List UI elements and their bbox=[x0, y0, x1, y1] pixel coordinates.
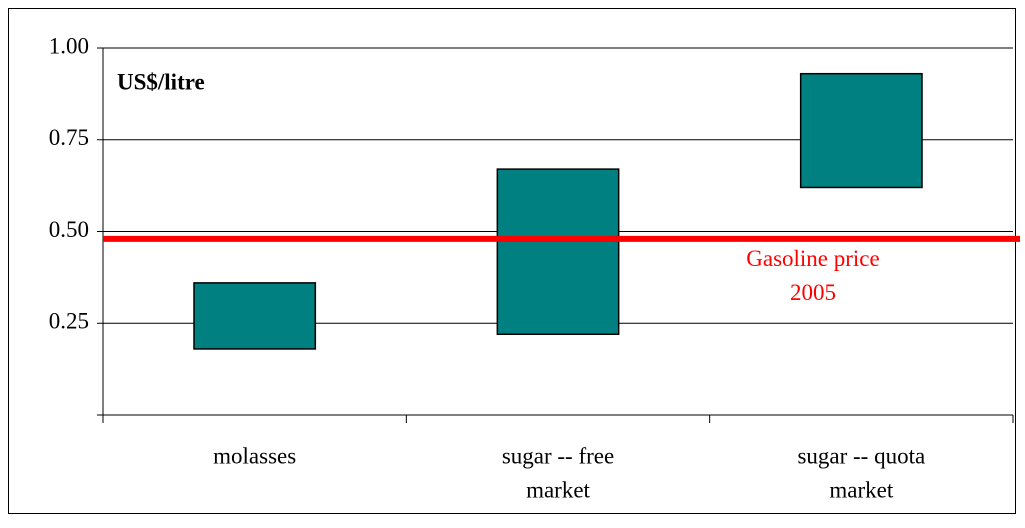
y-tick-label: 0.25 bbox=[49, 309, 89, 334]
range-bar bbox=[193, 282, 317, 350]
x-tick-label: market bbox=[829, 477, 893, 502]
label-backdrop bbox=[106, 66, 240, 106]
reference-label: 2005 bbox=[790, 280, 836, 305]
plot-area: 0.25 0.50 0.75 1.00 molasses sugar -- free mar… bbox=[49, 33, 1020, 502]
x-tick-label: market bbox=[526, 477, 590, 502]
y-tick-label: 0.75 bbox=[49, 125, 89, 150]
unit-label: US$/litre bbox=[117, 69, 205, 94]
range-bar bbox=[496, 168, 620, 336]
y-tick-label: 0.50 bbox=[49, 217, 89, 242]
x-tick-label: sugar -- free bbox=[502, 443, 614, 468]
x-tick-label: molasses bbox=[213, 443, 296, 468]
reference-label: Gasoline price bbox=[746, 246, 879, 271]
range-bar bbox=[799, 72, 923, 189]
x-tick-label: sugar -- quota bbox=[797, 443, 925, 468]
y-tick-label: 1.00 bbox=[49, 33, 89, 58]
